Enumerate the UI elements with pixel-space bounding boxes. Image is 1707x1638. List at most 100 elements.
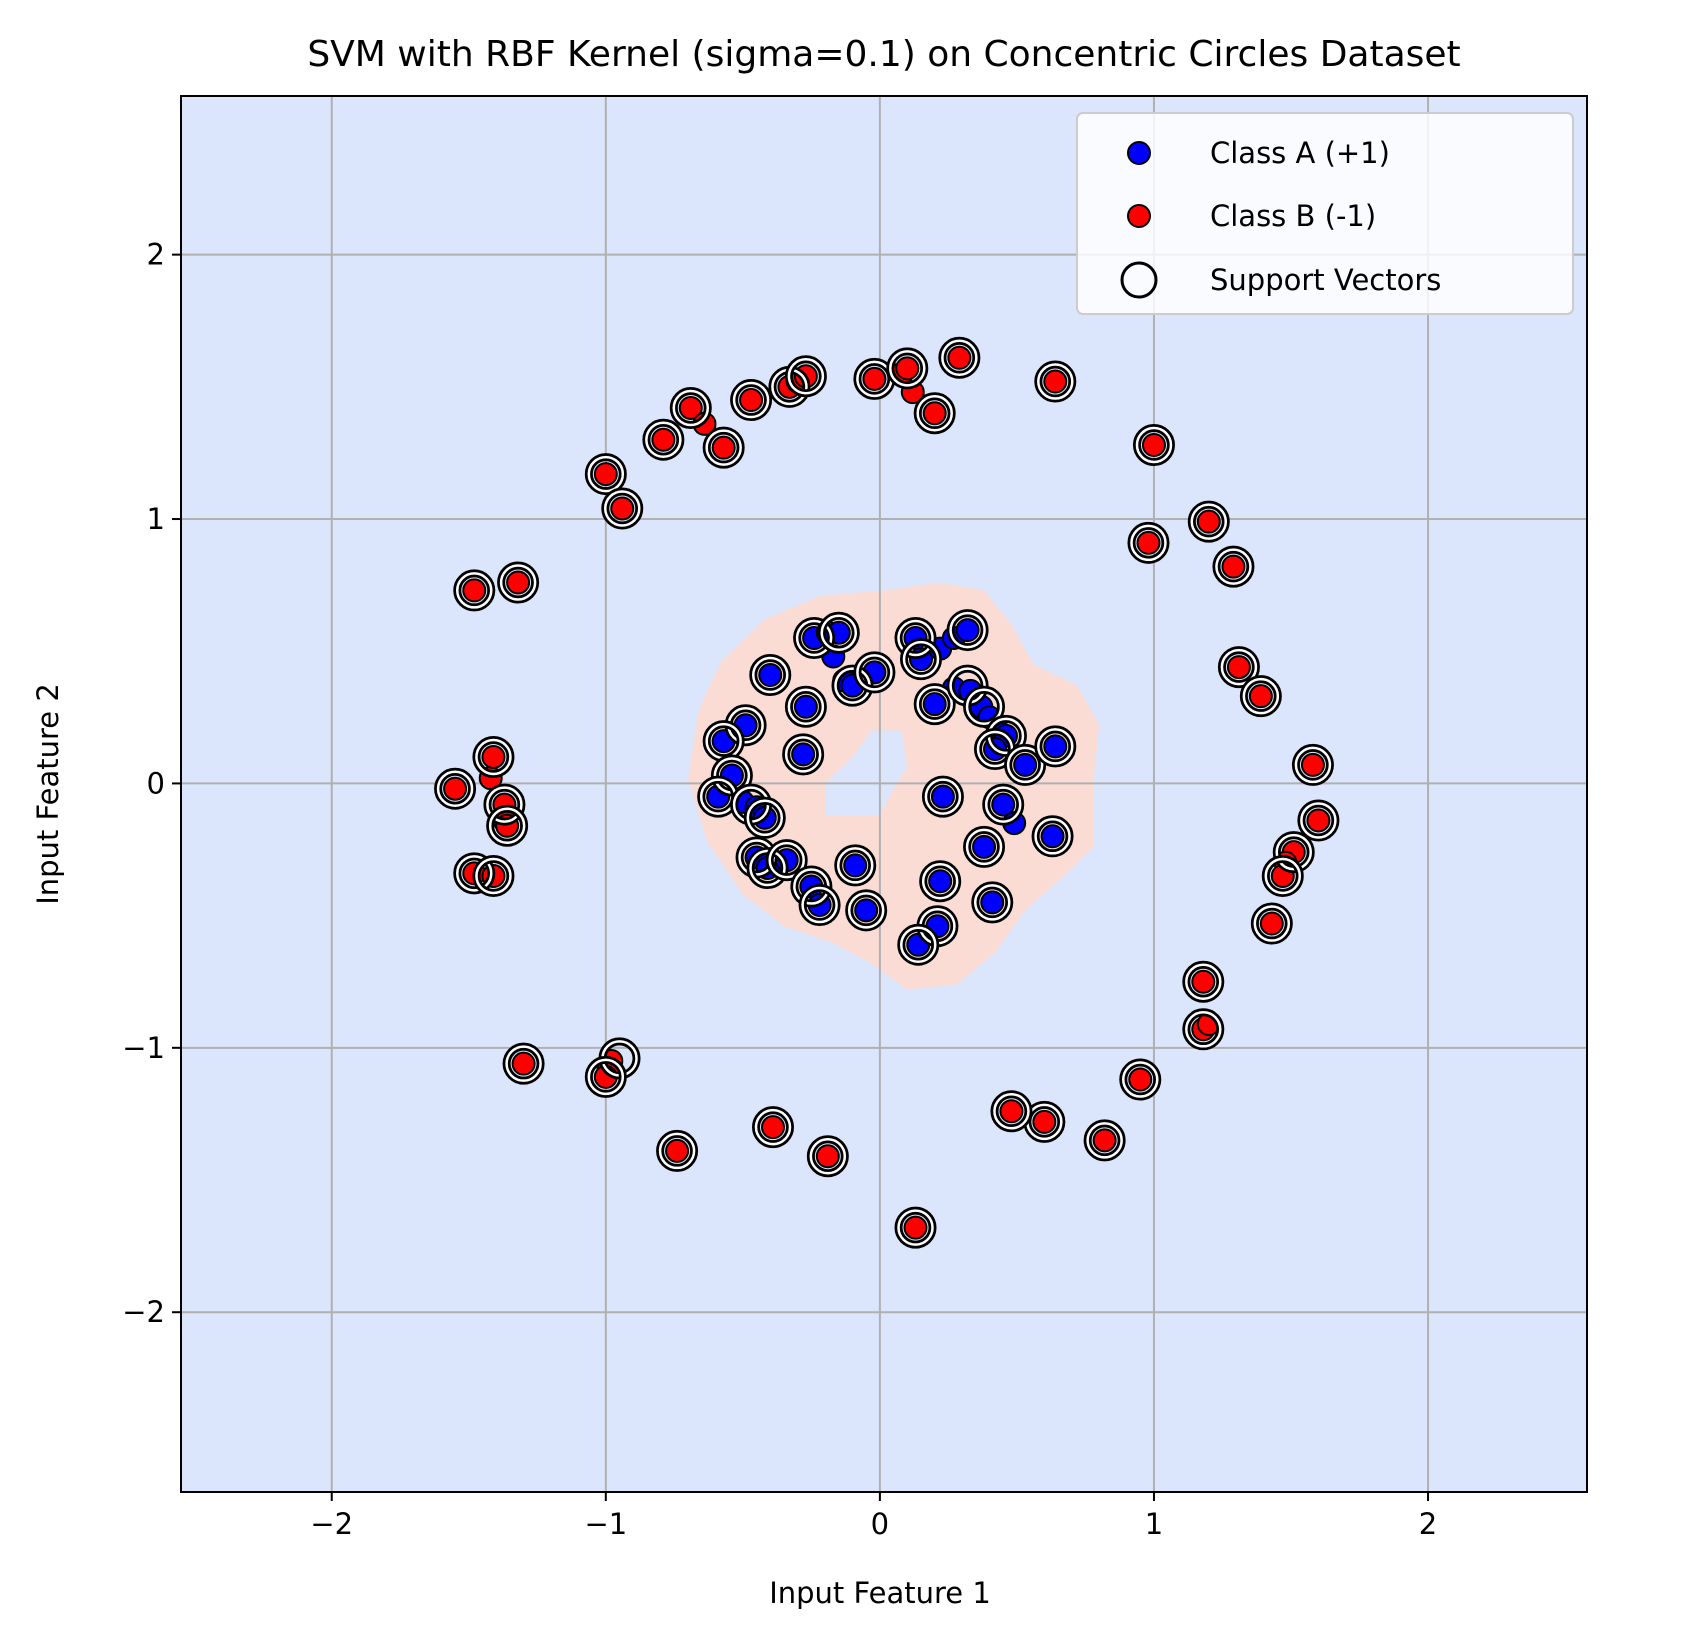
support-vector-ring xyxy=(584,453,627,496)
y-tick-label: 1 xyxy=(147,502,165,536)
class-a-point xyxy=(791,742,816,767)
class-b-point xyxy=(922,401,947,426)
y-tick-label: −1 xyxy=(122,1031,165,1065)
support-vector-ring xyxy=(793,617,836,660)
class-b-point xyxy=(1043,369,1068,394)
support-vector-ring-inner xyxy=(897,1209,934,1246)
support-vector-ring xyxy=(749,654,792,697)
support-vector-ring-inner xyxy=(787,688,825,725)
support-vector-ring-inner xyxy=(475,738,512,776)
support-vector-ring xyxy=(897,923,940,966)
class-b-point xyxy=(739,388,764,413)
support-vector-ring-inner xyxy=(604,490,641,527)
legend-box xyxy=(1076,112,1574,315)
class-a-point xyxy=(1013,752,1038,777)
legend: Class A (+1) Class B (-1) Support Vector… xyxy=(1076,112,1574,315)
support-vector-ring xyxy=(434,767,477,810)
support-vector-ring xyxy=(1083,1119,1126,1162)
support-vector-ring-inner xyxy=(1190,503,1228,540)
class-b-point xyxy=(761,1115,785,1140)
support-vector-ring-inner xyxy=(749,849,786,887)
class-a-point xyxy=(980,890,1005,915)
support-vector-ring-inner xyxy=(856,654,893,691)
support-vector-ring xyxy=(817,611,860,654)
support-vector-ring xyxy=(730,379,773,422)
support-vector-ring xyxy=(486,804,529,847)
class-a-point xyxy=(972,834,997,859)
class-b-point xyxy=(895,356,920,381)
class-b-point xyxy=(1259,911,1284,936)
support-vector-ring-inner xyxy=(732,381,770,419)
class-a-point xyxy=(843,853,868,878)
class-b-point xyxy=(511,1051,536,1076)
support-vector-ring-inner xyxy=(820,614,858,651)
class-a-point xyxy=(922,692,947,717)
support-vector-ring xyxy=(453,852,496,895)
support-vector-ring xyxy=(913,683,956,726)
class-a-point xyxy=(1043,734,1068,759)
support-vector-ring-inner xyxy=(949,611,986,649)
class-a-point xyxy=(955,618,980,643)
support-vector-ring xyxy=(1034,360,1077,403)
plot-frame xyxy=(180,95,1588,1493)
class-a-point xyxy=(793,694,818,719)
support-vector-ring-inner xyxy=(1300,802,1337,839)
class-b-point xyxy=(593,462,618,487)
support-vector-ring-inner xyxy=(836,847,874,884)
support-vector-ring-inner xyxy=(1220,648,1258,686)
support-vector-ring xyxy=(853,651,896,694)
class-a-point xyxy=(928,869,953,894)
class-b-point xyxy=(1300,752,1325,777)
support-vector-ring-inner xyxy=(984,786,1022,823)
grid-lines xyxy=(181,96,1587,1492)
class-b-point xyxy=(947,345,972,370)
support-vector-ring xyxy=(946,609,989,652)
support-vector-ring-inner xyxy=(1185,963,1222,1000)
support-vector-ring-inner xyxy=(705,429,742,466)
support-vector-ring-inner xyxy=(897,619,934,657)
support-vector-ring-inner xyxy=(916,685,953,723)
x-tick-label: 2 xyxy=(1419,1507,1437,1541)
support-vector-ring-inner xyxy=(499,564,537,601)
support-vector-ring-inner xyxy=(752,656,789,694)
x-tick-label: 0 xyxy=(871,1507,889,1541)
support-vector-ring xyxy=(784,685,827,728)
support-vector-ring xyxy=(921,775,964,818)
class-b-point xyxy=(665,1138,690,1163)
class-b-point xyxy=(1306,808,1331,833)
support-vector-ring-inner xyxy=(974,884,1011,921)
class-b-point xyxy=(1221,554,1246,579)
negative-decision-region xyxy=(181,96,1587,1492)
support-vector-ring xyxy=(472,735,515,778)
class-b-point xyxy=(862,366,887,391)
support-vector-ring xyxy=(963,825,1006,868)
support-vector-ring xyxy=(782,733,825,776)
support-vector-ring xyxy=(1250,902,1293,945)
class-b-point xyxy=(1248,684,1273,709)
support-vector-rings xyxy=(434,336,1340,1249)
support-vector-ring-inner xyxy=(921,863,959,900)
class-a-point xyxy=(991,792,1016,817)
support-vector-ring xyxy=(669,386,712,429)
support-vector-ring-inner xyxy=(746,799,784,837)
class-b-point xyxy=(678,395,703,420)
support-vector-ring-inner xyxy=(787,358,825,395)
class-b-point xyxy=(903,1215,928,1240)
support-vector-ring-inner xyxy=(1294,746,1332,784)
support-vector-ring xyxy=(963,685,1006,728)
support-vector-ring-inner xyxy=(475,857,512,895)
support-vector-ring xyxy=(834,844,877,887)
class-a-point xyxy=(930,784,955,809)
support-vector-ring-inner xyxy=(658,1132,696,1170)
legend-support-vector-marker xyxy=(1120,261,1158,299)
support-vector-ring-inner xyxy=(1264,857,1302,895)
support-vector-ring-inner xyxy=(436,770,474,807)
legend-class-a-label: Class A (+1) xyxy=(1210,136,1390,170)
support-vector-ring-inner xyxy=(1037,363,1074,400)
support-vector-ring xyxy=(765,839,808,882)
class-b-point xyxy=(1136,530,1161,555)
support-vector-ring xyxy=(1182,1008,1225,1051)
y-tick-label: 2 xyxy=(147,238,165,272)
class-b-point xyxy=(1226,655,1251,680)
